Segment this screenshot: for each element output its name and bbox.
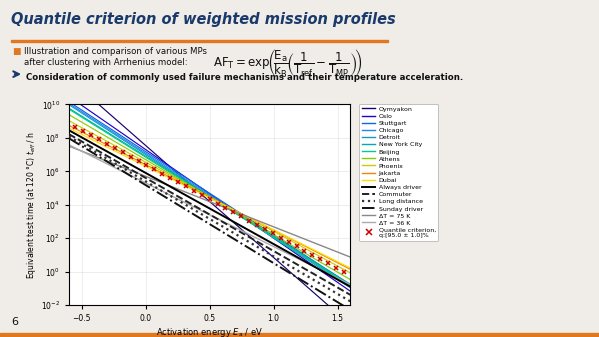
X-axis label: Activation energy $E_\mathrm{a}$ / eV: Activation energy $E_\mathrm{a}$ / eV xyxy=(156,326,263,337)
Legend: Oymyakon, Oslo, Stuttgart, Chicago, Detroit, New York City, Beijing, Athens, Pho: Oymyakon, Oslo, Stuttgart, Chicago, Detr… xyxy=(359,103,438,241)
Bar xyxy=(0,333,599,337)
Text: ■: ■ xyxy=(12,47,20,56)
Bar xyxy=(11,40,388,42)
Y-axis label: Equivalent test time (at 120 °C) $t_{eff}$ / h: Equivalent test time (at 120 °C) $t_{eff… xyxy=(25,131,38,279)
Text: Illustration and comparison of various MPs
after clustering with Arrhenius model: Illustration and comparison of various M… xyxy=(24,47,207,67)
Text: Quantile criterion of weighted mission profiles: Quantile criterion of weighted mission p… xyxy=(11,12,395,27)
Text: Consideration of commonly used failure mechanisms and their temperature accelera: Consideration of commonly used failure m… xyxy=(26,73,464,82)
Text: $\mathrm{AF_T = exp\!\left(\!\dfrac{E_a}{k_B}\!\left(\dfrac{1}{T_{ref}}-\dfrac{1: $\mathrm{AF_T = exp\!\left(\!\dfrac{E_a}… xyxy=(213,47,362,79)
Text: 6: 6 xyxy=(11,317,18,327)
